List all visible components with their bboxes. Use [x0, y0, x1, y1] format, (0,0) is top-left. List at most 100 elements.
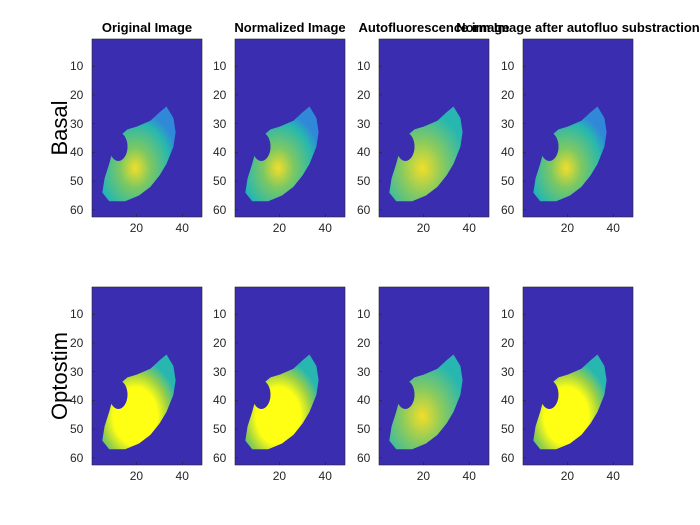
x-tick-label: 20 — [416, 469, 431, 483]
y-tick-label: 20 — [70, 87, 84, 102]
y-tick-label: 50 — [213, 422, 227, 437]
y-tick-label: 60 — [357, 202, 371, 217]
x-tick-label: 20 — [129, 469, 144, 483]
y-tick-label: 40 — [357, 145, 371, 160]
y-tick-label: 60 — [70, 450, 84, 465]
y-tick-label: 40 — [213, 145, 227, 160]
axes-frame — [234, 38, 346, 218]
y-tick-label: 60 — [70, 202, 84, 217]
x-tick-label: 40 — [606, 221, 620, 235]
y-tick-label: 60 — [213, 202, 227, 217]
tissue-region — [245, 354, 319, 450]
panel-optostim-normalized — [234, 286, 346, 466]
column-title-original: Original Image — [101, 20, 193, 35]
y-tick-label: 60 — [357, 450, 371, 465]
y-tick-label: 10 — [357, 59, 371, 74]
tissue-hole — [109, 132, 128, 162]
panel-optostim-original — [91, 286, 203, 466]
tissue-region — [389, 354, 463, 450]
y-tick-label: 60 — [501, 450, 515, 465]
y-tick-label: 30 — [213, 116, 227, 131]
x-tick-label: 40 — [318, 469, 332, 483]
tissue-hole — [252, 380, 271, 410]
axes-frame — [378, 38, 490, 218]
panel-basal-normalized — [234, 38, 346, 218]
panel-optostim-subtracted — [522, 286, 634, 466]
y-tick-label: 50 — [357, 174, 371, 189]
x-tick-label: 20 — [560, 469, 575, 483]
y-tick-label: 30 — [501, 116, 515, 131]
x-tick-label: 20 — [560, 221, 575, 235]
x-tick-label: 40 — [606, 469, 620, 483]
y-tick-label: 40 — [501, 145, 515, 160]
x-tick-label: 40 — [318, 221, 332, 235]
tissue-hole — [396, 132, 415, 162]
tissue-region — [389, 106, 463, 202]
panel-basal-autofluorescence — [378, 38, 490, 218]
y-tick-label: 40 — [70, 393, 84, 408]
x-tick-label: 40 — [175, 221, 189, 235]
tissue-region — [102, 354, 176, 450]
axes-frame — [378, 286, 490, 466]
y-tick-label: 20 — [70, 335, 84, 350]
y-tick-label: 20 — [357, 87, 371, 102]
y-tick-label: 20 — [501, 87, 515, 102]
column-title-subtracted: Norm Image after autofluo substraction — [456, 20, 700, 35]
y-tick-label: 30 — [357, 364, 371, 379]
y-tick-label: 50 — [70, 422, 84, 437]
tissue-region — [533, 354, 607, 450]
x-tick-label: 40 — [462, 221, 476, 235]
y-tick-label: 60 — [213, 450, 227, 465]
y-tick-label: 40 — [70, 145, 84, 160]
y-tick-label: 30 — [357, 116, 371, 131]
y-tick-label: 60 — [501, 202, 515, 217]
y-tick-label: 50 — [357, 422, 371, 437]
axes-frame — [91, 286, 203, 466]
y-tick-label: 40 — [213, 393, 227, 408]
y-tick-label: 30 — [70, 364, 84, 379]
panel-optostim-autofluorescence — [378, 286, 490, 466]
y-tick-label: 50 — [501, 174, 515, 189]
y-tick-label: 10 — [213, 59, 227, 74]
column-title-normalized: Normalized Image — [234, 20, 346, 35]
y-tick-label: 40 — [357, 393, 371, 408]
panel-basal-subtracted — [522, 38, 634, 218]
column-title-autofluorescence: Autofluorescence image — [358, 20, 510, 35]
tissue-hole — [109, 380, 128, 410]
tissue-region — [102, 106, 176, 202]
x-tick-label: 40 — [175, 469, 189, 483]
y-tick-label: 30 — [213, 364, 227, 379]
y-tick-label: 10 — [501, 59, 515, 74]
y-tick-label: 20 — [501, 335, 515, 350]
tissue-hole — [540, 380, 559, 410]
axes-frame — [522, 286, 634, 466]
tissue-hole — [252, 132, 271, 162]
tissue-region — [245, 106, 319, 202]
y-tick-label: 10 — [70, 307, 84, 322]
x-tick-label: 20 — [272, 221, 287, 235]
y-tick-label: 10 — [70, 59, 84, 74]
tissue-region — [533, 106, 607, 202]
panel-basal-original — [91, 38, 203, 218]
tissue-hole — [540, 132, 559, 162]
x-tick-label: 20 — [129, 221, 144, 235]
y-tick-label: 50 — [70, 174, 84, 189]
y-tick-label: 10 — [357, 307, 371, 322]
y-tick-label: 10 — [213, 307, 227, 322]
axes-frame — [522, 38, 634, 218]
y-tick-label: 20 — [213, 87, 227, 102]
x-tick-label: 40 — [462, 469, 476, 483]
y-tick-label: 30 — [70, 116, 84, 131]
y-tick-label: 50 — [501, 422, 515, 437]
y-tick-label: 30 — [501, 364, 515, 379]
y-tick-label: 20 — [357, 335, 371, 350]
y-tick-label: 20 — [213, 335, 227, 350]
axes-frame — [234, 286, 346, 466]
x-tick-label: 20 — [272, 469, 287, 483]
y-tick-label: 40 — [501, 393, 515, 408]
x-tick-label: 20 — [416, 221, 431, 235]
y-tick-label: 50 — [213, 174, 227, 189]
y-tick-label: 10 — [501, 307, 515, 322]
axes-frame — [91, 38, 203, 218]
tissue-hole — [396, 380, 415, 410]
